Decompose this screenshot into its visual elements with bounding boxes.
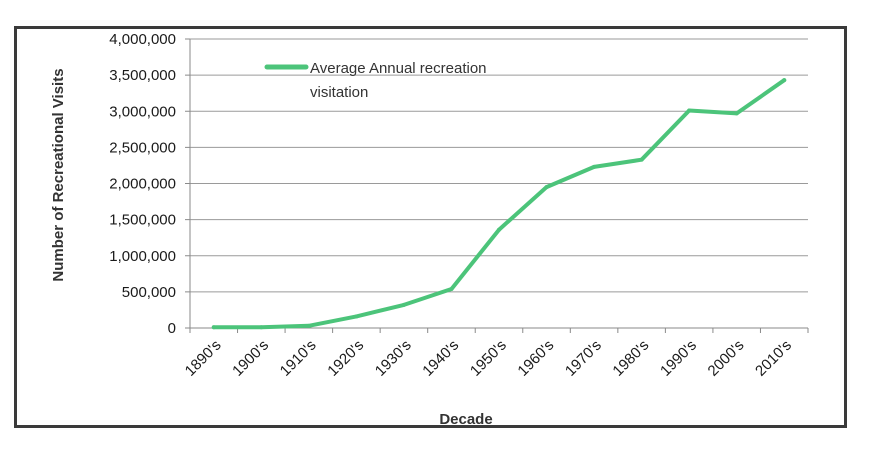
x-tick-label: 1980's xyxy=(609,337,652,380)
x-axis-title: Decade xyxy=(439,411,492,428)
data-point xyxy=(449,286,454,291)
chart-frame xyxy=(14,26,847,428)
data-point xyxy=(687,108,692,113)
x-tick-label: 1960's xyxy=(514,337,557,380)
data-point xyxy=(354,314,359,319)
series-line xyxy=(211,78,787,330)
data-point xyxy=(306,323,311,328)
y-axis-title: Number of Recreational Visits xyxy=(50,68,67,281)
x-tick-label: 2010's xyxy=(752,337,795,380)
x-tick-label: 2000's xyxy=(705,337,748,380)
y-tick-label: 3,000,000 xyxy=(109,103,176,120)
x-tick-label: 1950's xyxy=(467,337,510,380)
data-point xyxy=(211,325,216,330)
y-tick-labels: 0 500,000 1,000,000 1,500,000 2,000,000 2,500… xyxy=(109,31,176,337)
axes xyxy=(185,38,809,333)
x-tick-label: 1910's xyxy=(277,337,320,380)
y-tick-label: 3,500,000 xyxy=(109,67,176,84)
data-point xyxy=(259,325,264,330)
y-tick-label: 500,000 xyxy=(122,284,176,301)
y-tick-label: 0 xyxy=(168,320,176,337)
legend: Average Annual recreation visitation xyxy=(264,60,487,101)
data-point xyxy=(544,185,549,190)
y-tick-label: 1,000,000 xyxy=(109,248,176,265)
data-point xyxy=(782,78,787,83)
series-group xyxy=(211,78,787,330)
data-point xyxy=(639,157,644,162)
data-point xyxy=(401,302,406,307)
x-tick-label: 1920's xyxy=(324,337,367,380)
y-tick-label: 2,500,000 xyxy=(109,139,176,156)
gridlines xyxy=(190,38,808,293)
x-tick-label: 1900's xyxy=(229,337,272,380)
x-tick-label: 1970's xyxy=(562,337,605,380)
y-tick-label: 4,000,000 xyxy=(109,31,176,48)
y-tick-label: 1,500,000 xyxy=(109,212,176,229)
x-tick-label: 1890's xyxy=(182,337,225,380)
y-tick-label: 2,000,000 xyxy=(109,176,176,193)
data-point xyxy=(592,164,597,169)
data-point xyxy=(497,227,501,232)
x-tick-labels: 1890's 1900's 1910's 1920's 1930's 1940's 1950… xyxy=(182,337,795,380)
x-tick-label: 1990's xyxy=(657,337,700,380)
data-point xyxy=(734,111,739,116)
x-tick-label: 1940's xyxy=(419,337,462,380)
legend-label-continued: visitation xyxy=(310,84,368,101)
legend-label: Average Annual recreation xyxy=(310,60,487,77)
x-tick-label: 1930's xyxy=(372,337,415,380)
